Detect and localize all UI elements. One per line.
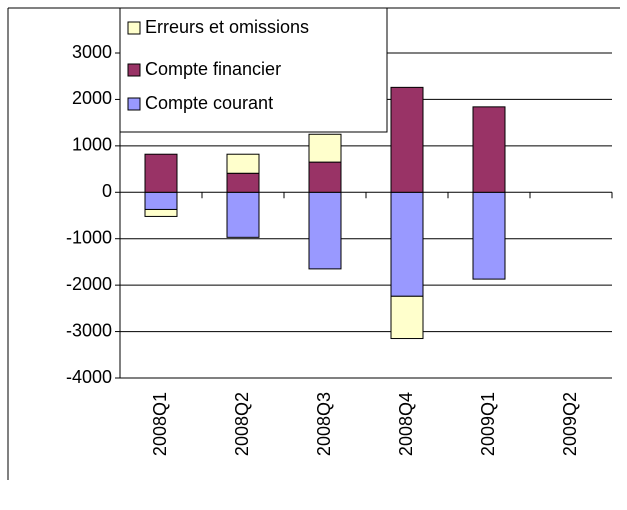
legend-label: Compte financier xyxy=(145,59,281,79)
bar-segment xyxy=(226,153,260,174)
y-tick-label: 3000 xyxy=(72,42,112,62)
bar-segment xyxy=(308,191,342,270)
y-tick-label: -1000 xyxy=(66,227,112,247)
legend-swatch xyxy=(127,97,141,111)
x-tick-label: 2008Q4 xyxy=(396,392,416,456)
bar-segment xyxy=(144,208,178,217)
y-tick-label: -4000 xyxy=(66,367,112,387)
legend-box xyxy=(119,7,388,133)
bar-segment xyxy=(390,191,424,297)
bar-segment xyxy=(308,133,342,163)
x-tick-label: 2008Q3 xyxy=(314,392,334,456)
bar-segment xyxy=(226,191,260,238)
y-tick-label: -3000 xyxy=(66,320,112,340)
x-tick-label: 2008Q1 xyxy=(150,392,170,456)
legend-swatch xyxy=(127,63,141,77)
bar-segment xyxy=(472,106,506,193)
bar-segment xyxy=(472,191,506,280)
legend-label: Compte courant xyxy=(145,93,273,113)
bar-segment xyxy=(308,161,342,193)
y-tick-label: 0 xyxy=(102,181,112,201)
bar-segment xyxy=(144,191,178,210)
bar-segment xyxy=(390,295,424,340)
legend-label: Erreurs et omissions xyxy=(145,17,309,37)
y-tick-label: 2000 xyxy=(72,88,112,108)
y-tick-label: -2000 xyxy=(66,274,112,294)
bar-segment xyxy=(144,153,178,193)
x-tick-label: 2009Q2 xyxy=(560,392,580,456)
x-tick-label: 2009Q1 xyxy=(478,392,498,456)
bar-segment xyxy=(226,172,260,193)
legend-swatch xyxy=(127,21,141,35)
y-tick-label: 1000 xyxy=(72,135,112,155)
bar-segment xyxy=(390,86,424,193)
x-tick-label: 2008Q2 xyxy=(232,392,252,456)
